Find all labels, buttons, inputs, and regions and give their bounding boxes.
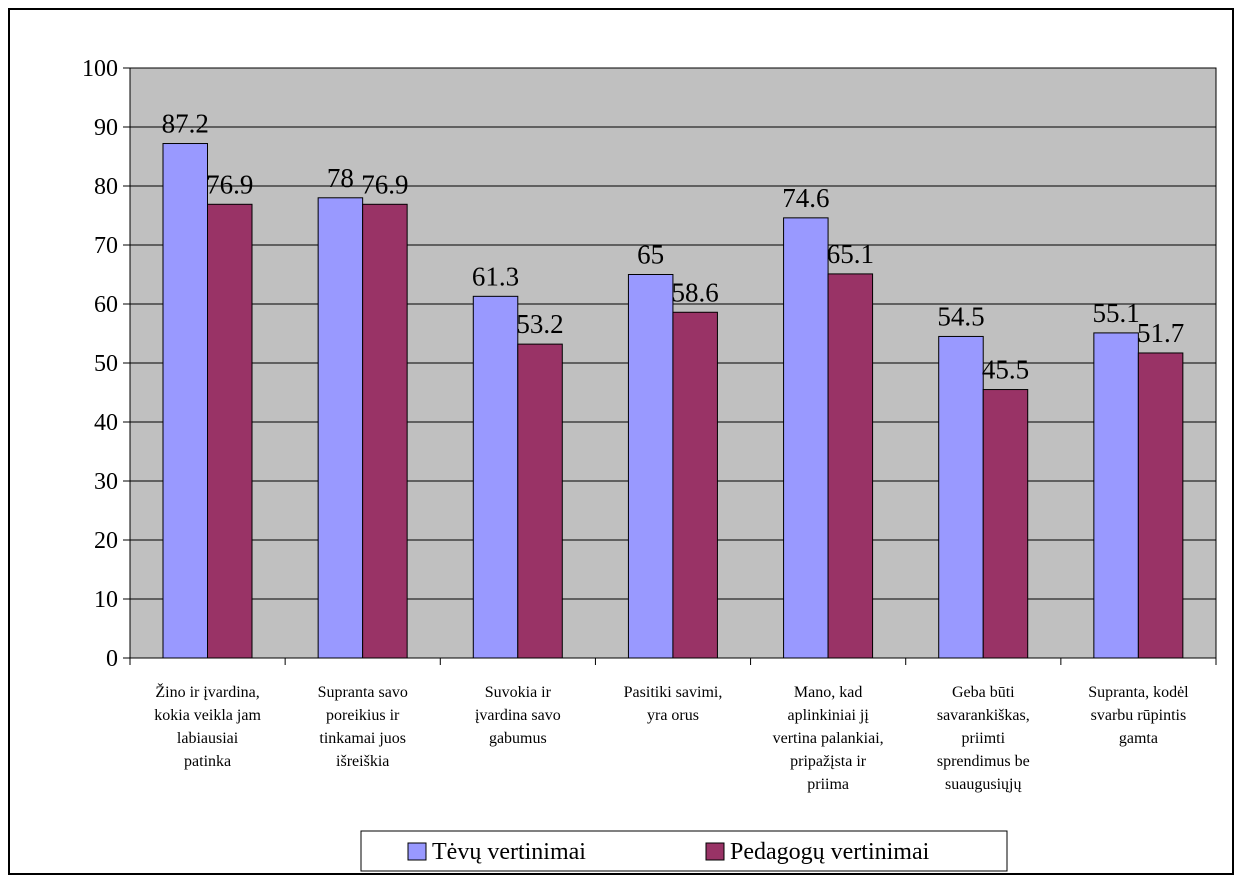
category-label-line: suaugusiųjų <box>945 776 1022 793</box>
y-tick-label: 50 <box>94 351 118 377</box>
y-axis: 0 10 20 30 40 50 60 70 80 90 100 <box>82 56 131 672</box>
legend-box <box>360 830 1008 872</box>
bar-series-1 <box>938 335 984 659</box>
category-label: Žino ir įvardina, kokia veikla jam labiaus… <box>154 682 261 770</box>
category-label-line: vertina palankiai, <box>773 730 884 747</box>
data-label: 78 <box>327 163 354 193</box>
bar-series-2 <box>982 389 1029 659</box>
bar-series-2 <box>672 311 718 659</box>
legend: Tėvų vertinimai Pedagogų vertinimai <box>360 830 1008 872</box>
category-label-line: svarbu rūpintis <box>1091 707 1187 724</box>
y-tick-label: 30 <box>94 469 118 495</box>
value-labels: 87.2 78 61.3 65 74.6 54.5 55.1 76.9 76.9 53.2 58.6… <box>162 109 1185 385</box>
category-label-line: įvardina savo <box>475 707 561 724</box>
bar-series-1 <box>627 274 674 659</box>
category-label-line: kokia veikla jam <box>154 707 261 724</box>
category-label-line: Supranta, kodėl <box>1088 684 1189 701</box>
bar-series-1 <box>783 217 829 659</box>
category-labels: Žino ir įvardina, kokia veikla jam labiaus… <box>154 682 1189 793</box>
y-tick-label: 80 <box>94 174 118 200</box>
y-tick-label: 60 <box>94 292 118 318</box>
bar-series-2 <box>827 273 874 659</box>
bar-series-2 <box>362 203 408 659</box>
data-label: 54.5 <box>937 301 984 331</box>
category-label-line: gamta <box>1119 730 1158 747</box>
legend-swatch-parents <box>407 842 427 861</box>
bar-series-1 <box>1093 332 1139 659</box>
legend-swatch-teachers <box>705 842 725 861</box>
category-label-line: labiausiai <box>177 730 239 747</box>
category-label-line: yra orus <box>647 707 699 724</box>
category-label-line: priima <box>807 776 849 793</box>
category-label: Mano, kad aplinkiniai jį vertina palankiai… <box>773 684 884 793</box>
legend-label-parents: Tėvų vertinimai <box>432 839 586 865</box>
category-label-line: aplinkiniai jį <box>787 707 869 724</box>
category-label-line: priimti <box>962 730 1006 747</box>
data-label: 55.1 <box>1092 298 1139 328</box>
data-label: 45.5 <box>982 355 1029 385</box>
category-label: Supranta savo poreikius ir tinkamai juos iš… <box>318 684 408 770</box>
y-tick-label: 100 <box>82 56 118 82</box>
y-tick-label: 0 <box>106 646 118 672</box>
data-label: 76.9 <box>361 169 408 199</box>
category-label-line: poreikius ir <box>326 707 400 724</box>
data-label: 53.2 <box>516 309 563 339</box>
category-label-line: Pasitiki savimi, <box>624 684 723 701</box>
category-label-line: Geba būti <box>952 684 1015 701</box>
bars <box>162 143 1184 659</box>
data-label: 87.2 <box>162 109 209 139</box>
category-label-line: Supranta savo <box>318 684 408 701</box>
bar-series-1 <box>162 143 208 659</box>
y-tick-label: 90 <box>94 115 118 141</box>
category-label: Geba būti savarankiškas, priimti sprendimus… <box>937 684 1030 793</box>
data-label: 58.6 <box>672 277 719 307</box>
data-label: 76.9 <box>206 169 253 199</box>
data-label: 65 <box>637 240 664 270</box>
bar-series-2 <box>207 203 253 659</box>
y-tick-label: 10 <box>94 587 118 613</box>
bar-series-2 <box>1137 352 1184 659</box>
category-label-line: Žino ir įvardina, <box>155 682 259 701</box>
y-tick-label: 70 <box>94 233 118 259</box>
bar-series-1 <box>472 295 519 659</box>
category-label-line: Mano, kad <box>794 684 862 701</box>
category-label-line: tinkamai juos <box>319 730 406 747</box>
data-label: 74.6 <box>782 183 829 213</box>
category-label-line: patinka <box>184 753 231 770</box>
category-label-line: gabumus <box>489 730 547 747</box>
category-label: Suvokia ir įvardina savo gabumus <box>475 684 561 747</box>
y-tick-label: 20 <box>94 528 118 554</box>
bar-series-2 <box>517 343 563 659</box>
category-label-line: Suvokia ir <box>485 684 552 701</box>
category-label: Supranta, kodėl svarbu rūpintis gamta <box>1088 684 1189 747</box>
x-axis <box>129 657 1217 665</box>
y-tick-label: 40 <box>94 410 118 436</box>
data-label: 61.3 <box>472 261 519 291</box>
category-label-line: išreiškia <box>336 753 389 770</box>
data-label: 51.7 <box>1137 318 1184 348</box>
category-label-line: pripažįsta ir <box>790 753 867 770</box>
bar-series-1 <box>317 197 364 659</box>
category-label: Pasitiki savimi, yra orus <box>624 684 723 724</box>
legend-label-teachers: Pedagogų vertinimai <box>730 839 930 865</box>
data-label: 65.1 <box>827 239 874 269</box>
category-label-line: savarankiškas, <box>937 707 1030 724</box>
category-label-line: sprendimus be <box>937 753 1030 770</box>
